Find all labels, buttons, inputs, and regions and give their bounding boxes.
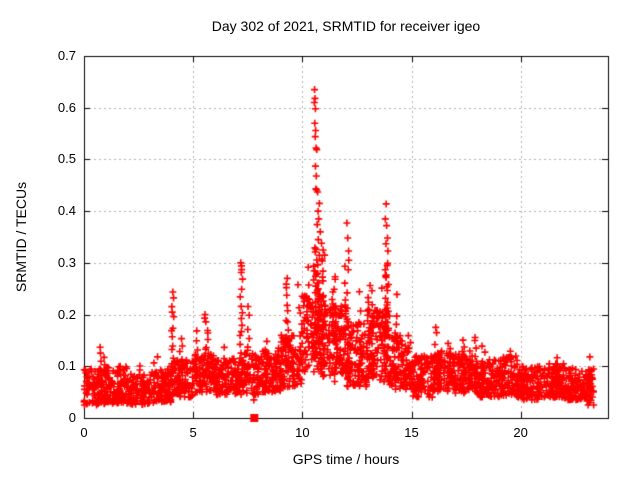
- x-tick-label: 0: [80, 425, 88, 440]
- x-tick-label: 5: [189, 425, 197, 440]
- y-axis-title: SRMTID / TECUs: [13, 181, 29, 293]
- y-tick-label: 0.6: [57, 99, 76, 115]
- x-tick-label: 20: [513, 425, 528, 440]
- chart-title: Day 302 of 2021, SRMTID for receiver ige…: [211, 18, 481, 34]
- y-tick-label: 0.2: [57, 306, 76, 322]
- y-tick-label: 0.3: [57, 254, 76, 270]
- y-tick-label: 0: [68, 410, 76, 425]
- x-tick-label: 15: [404, 425, 419, 440]
- x-axis-title: GPS time / hours: [292, 451, 400, 467]
- y-tick-label: 0.5: [57, 151, 76, 167]
- y-tick-label: 0.4: [57, 203, 76, 219]
- y-tick-label: 0.7: [57, 48, 76, 63]
- y-tick-label: 0.1: [57, 358, 76, 374]
- x-tick-label: 10: [295, 425, 310, 440]
